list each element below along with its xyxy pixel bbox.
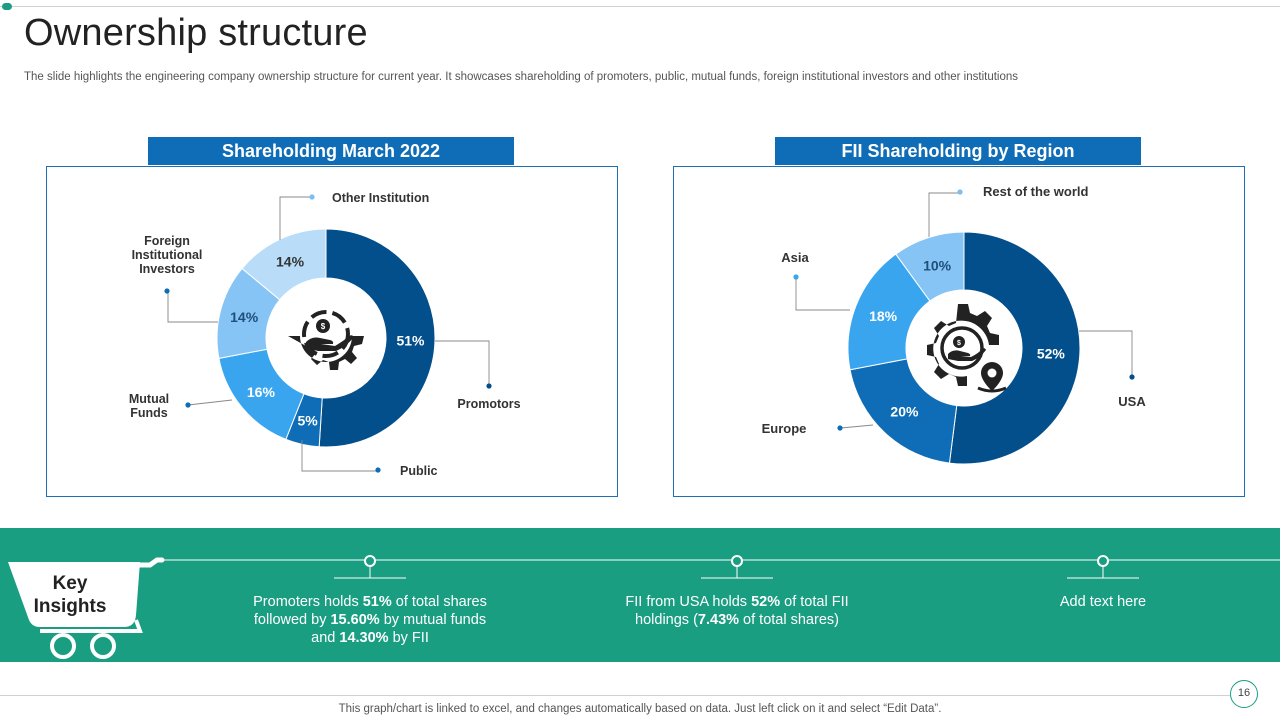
insight-add-text: Add text here	[1058, 593, 1148, 611]
insight-text: by mutual funds and	[311, 612, 487, 646]
shareholding-chart-title: Shareholding March 2022	[148, 137, 514, 165]
slice-promotors[interactable]	[318, 228, 436, 448]
footer-note: This graph/chart is linked to excel, and…	[338, 703, 942, 715]
timeline	[162, 559, 1280, 579]
value-label-rest-of-the-world: 10%	[923, 257, 952, 273]
donut2-callout-dots	[793, 189, 1135, 431]
slice-rest-of-the-world[interactable]	[895, 231, 965, 302]
legend-label-fii: Foreign Institutional Investors	[132, 234, 203, 276]
slice-europe[interactable]	[849, 358, 958, 464]
donut1-legend-labels: Promotors Public Mutual Funds Foreign Inst…	[129, 191, 521, 478]
donut2-callouts	[795, 192, 1133, 429]
callout-line-other	[279, 196, 312, 240]
legend-label-europe: Europe	[762, 421, 807, 436]
gear-hand-coin-icon: $	[288, 310, 364, 370]
value-label-asia: 18%	[869, 308, 898, 324]
callout-line-row	[928, 192, 958, 237]
value-label-other-institution: 14%	[276, 254, 305, 270]
callout-dot-asia	[793, 274, 799, 280]
gear-hand-location-icon: $	[927, 304, 1007, 393]
key-insights-label-line: Key	[52, 573, 88, 594]
key-insights-label: Key Insights	[20, 572, 120, 618]
callout-dot-other	[309, 194, 315, 200]
donut1-callout-dots	[164, 194, 492, 473]
insight-highlight: 7.43%	[697, 612, 740, 628]
legend-label-row: Rest of the world	[983, 184, 1089, 199]
page-number: 16	[1230, 680, 1258, 708]
donut1-callouts	[167, 196, 490, 472]
insight-text: of total shares)	[739, 612, 839, 628]
legend-label-public: Public	[400, 464, 438, 478]
slice-usa[interactable]	[948, 231, 1081, 465]
legend-label-mutual-funds: Mutual Funds	[129, 392, 169, 420]
callout-dot-europe	[837, 425, 843, 431]
svg-text:$: $	[957, 340, 961, 347]
svg-text:$: $	[321, 322, 326, 331]
shareholding-panel	[46, 166, 618, 497]
donut1-value-labels: 51% 5% 16% 14% 14%	[230, 254, 425, 429]
donut2-segments	[847, 231, 1081, 465]
timeline-node-2	[731, 555, 743, 567]
value-label-promotors: 51%	[396, 333, 425, 349]
timeline-nodes	[364, 555, 1109, 567]
callout-line-public	[301, 440, 377, 472]
page-subtitle: The slide highlights the engineering com…	[24, 71, 1019, 83]
key-insights-band	[0, 528, 1280, 662]
donut2-legend-labels: USA Europe Asia Rest of the world	[762, 184, 1147, 436]
legend-label-usa: USA	[1118, 394, 1146, 409]
bottom-rule	[0, 695, 1230, 696]
callout-line-asia	[795, 278, 850, 311]
timeline-node-1	[364, 555, 376, 567]
top-accent-dot	[2, 3, 12, 10]
donut1-segments	[216, 228, 436, 448]
insight-promoters: Promoters holds 51% of total shares foll…	[240, 593, 500, 647]
insight-text: Promoters holds	[253, 594, 363, 610]
legend-label-other: Other Institution	[332, 191, 429, 205]
slice-other-institution[interactable]	[241, 228, 327, 301]
key-insights-label-line: Insights	[33, 596, 107, 617]
insight-text: Add text here	[1059, 594, 1147, 610]
value-label-usa: 52%	[1037, 345, 1066, 361]
insight-highlight: 51%	[362, 594, 392, 610]
top-rule	[0, 6, 1280, 7]
page-title: Ownership structure	[24, 12, 368, 54]
fii-region-panel	[673, 166, 1245, 497]
value-label-mutual-funds: 16%	[247, 384, 276, 400]
insight-highlight: 52%	[751, 594, 781, 610]
legend-label-asia: Asia	[781, 250, 809, 265]
donut2-value-labels: 52% 20% 18% 10%	[869, 257, 1065, 419]
legend-label-promotors: Promotors	[457, 397, 520, 411]
fii-region-chart-title: FII Shareholding by Region	[775, 137, 1141, 165]
callout-line-promotors	[435, 340, 490, 384]
callout-dot-row	[957, 189, 963, 195]
callout-dot-usa	[1129, 374, 1135, 380]
timeline-node-3	[1097, 555, 1109, 567]
insight-text: by FII	[388, 630, 429, 646]
callout-line-usa	[1079, 330, 1133, 377]
insight-highlight: 15.60%	[330, 612, 380, 628]
callout-dot-promotors	[486, 383, 492, 389]
insight-text: of total shares followed by	[253, 594, 487, 628]
callout-dot-fii	[164, 288, 170, 294]
insight-text: FII from USA holds	[625, 594, 752, 610]
value-label-public: 5%	[297, 412, 318, 428]
shopping-cart-icon	[8, 557, 165, 659]
insight-text: of total FII holdings (	[635, 594, 849, 628]
value-label-europe: 20%	[890, 403, 919, 419]
callout-line-mutual-funds	[187, 399, 233, 406]
callout-line-europe	[840, 424, 874, 429]
callout-dot-public	[375, 467, 381, 473]
callout-dot-mutual-funds	[185, 402, 191, 408]
callout-line-fii	[167, 293, 218, 323]
value-label-foreign-institutional-investors: 14%	[230, 309, 259, 325]
insight-fii-usa: FII from USA holds 52% of total FII hold…	[607, 593, 867, 629]
insight-highlight: 14.30%	[339, 630, 389, 646]
